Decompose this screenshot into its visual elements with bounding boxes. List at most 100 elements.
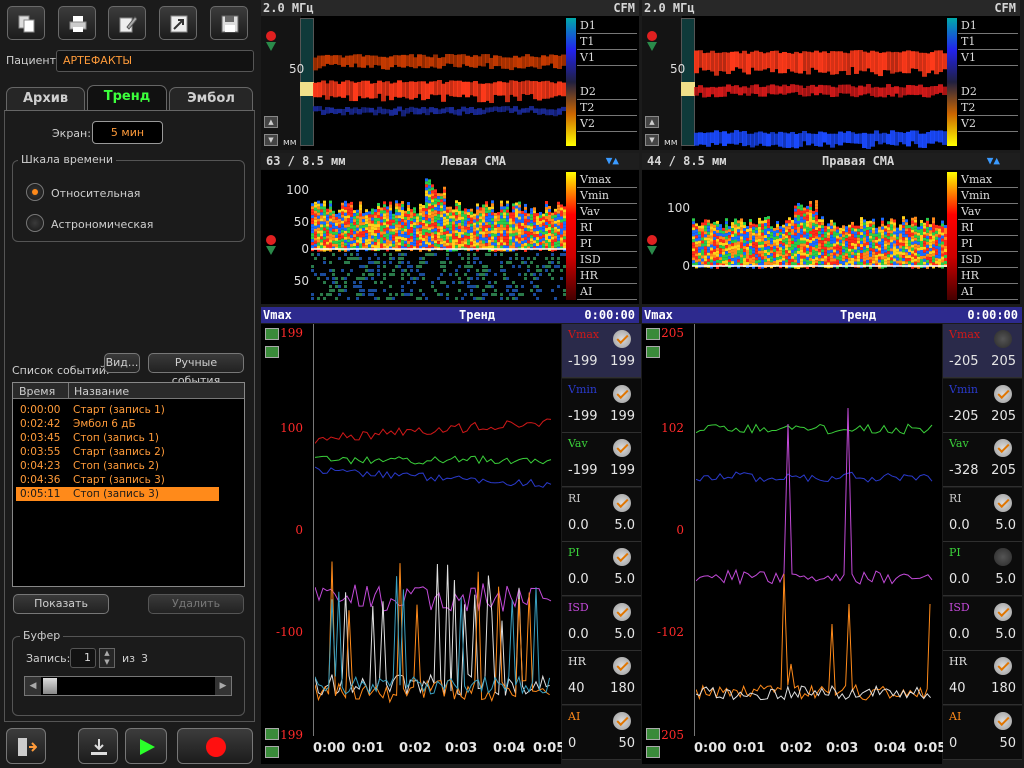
depth-down-button[interactable]: ▼: [645, 134, 659, 146]
param-tile[interactable]: Vmin -205 205: [943, 378, 1022, 433]
param-checkbox[interactable]: [613, 657, 631, 675]
param-checkbox[interactable]: [613, 602, 631, 621]
buffer-scrollbar[interactable]: ◀ ▶: [24, 676, 232, 696]
depth-gate-marker[interactable]: [681, 82, 695, 96]
spectrum-tick: 0: [301, 242, 309, 256]
param-checkbox[interactable]: [613, 548, 631, 566]
param-tile[interactable]: PI 0.0 5.0: [943, 542, 1022, 596]
plot-scale-button[interactable]: [265, 346, 279, 358]
play-button[interactable]: [125, 728, 167, 764]
show-button[interactable]: Показать: [13, 594, 109, 614]
export-button[interactable]: [159, 6, 197, 40]
edit-button[interactable]: [108, 6, 146, 40]
param-tile[interactable]: Vav -199 199: [562, 433, 641, 487]
param-checkbox[interactable]: [613, 384, 631, 403]
exit-button[interactable]: [6, 728, 46, 764]
record-field[interactable]: 1: [70, 648, 96, 668]
download-button[interactable]: [78, 728, 118, 764]
plot-scale-button[interactable]: [646, 346, 660, 358]
param-tile[interactable]: RI 0.0 5.0: [943, 487, 1022, 542]
param-checkbox[interactable]: [994, 330, 1012, 348]
depth-down-button[interactable]: ▼: [264, 134, 278, 146]
plot-scale-button[interactable]: [265, 328, 279, 340]
param-checkbox[interactable]: [994, 493, 1012, 512]
plot-scale-button[interactable]: [646, 728, 660, 740]
view-button[interactable]: Вид...: [104, 353, 140, 373]
param-tile[interactable]: ISD 0.0 5.0: [943, 596, 1022, 651]
plot-scale-button[interactable]: [646, 746, 660, 758]
print-button[interactable]: [58, 6, 96, 40]
list-item[interactable]: 0:04:23 Стоп (запись 2): [16, 459, 219, 473]
param-checkbox[interactable]: [613, 493, 631, 512]
copy-button[interactable]: [7, 6, 45, 40]
param-tile[interactable]: Vmin -199 199: [562, 378, 641, 433]
param-checkbox[interactable]: [613, 439, 631, 457]
param-checkbox[interactable]: [994, 384, 1012, 403]
depth-gate-marker[interactable]: [300, 82, 314, 96]
event-name: Старт (запись 1): [73, 404, 165, 416]
param-tile[interactable]: AI 0 50: [943, 705, 1022, 760]
list-item[interactable]: 0:05:11 Стоп (запись 3): [16, 487, 219, 501]
param-checkbox[interactable]: [994, 657, 1012, 675]
param-tile[interactable]: Vmax -205 205: [943, 324, 1022, 378]
copy-icon: [18, 15, 35, 33]
trend-lines: [696, 407, 933, 701]
param-checkbox[interactable]: [613, 711, 631, 730]
patient-field[interactable]: АРТЕФАКТЫ: [56, 50, 254, 72]
list-item[interactable]: 0:03:55 Старт (запись 2): [16, 445, 219, 459]
record-button[interactable]: [177, 728, 253, 764]
print-icon: [69, 16, 87, 32]
event-name: Старт (запись 2): [73, 446, 165, 458]
param-tile[interactable]: Vav -328 205: [943, 433, 1022, 487]
param-tile[interactable]: RI 0.0 5.0: [562, 487, 641, 542]
param-name: Vmax: [949, 328, 981, 341]
param-checkbox[interactable]: [994, 439, 1012, 457]
list-item[interactable]: 0:03:45 Стоп (запись 1): [16, 431, 219, 445]
scale-arrows-icon[interactable]: ▼▲: [986, 154, 1000, 167]
list-item[interactable]: 0:02:42 Эмбол 6 дБ: [16, 417, 219, 431]
probe-icon: [645, 30, 659, 52]
tab-archive[interactable]: Архив: [6, 87, 85, 111]
param-min: 40: [568, 681, 585, 696]
param-tile[interactable]: AI 0 50: [562, 705, 641, 760]
param-tile[interactable]: HR 40 180: [562, 651, 641, 705]
scroll-right-icon[interactable]: ▶: [215, 677, 231, 695]
save-button[interactable]: [210, 6, 248, 40]
gate-label: T2: [958, 100, 1018, 116]
event-name: Стоп (запись 1): [73, 432, 159, 444]
timescale-group-label: Шкала времени: [18, 153, 117, 166]
list-item[interactable]: 0:00:00 Старт (запись 1): [16, 403, 219, 417]
depth-up-button[interactable]: ▲: [264, 116, 278, 128]
param-checkbox[interactable]: [994, 548, 1012, 566]
param-tile[interactable]: PI 0.0 5.0: [562, 542, 641, 596]
scroll-thumb[interactable]: [43, 678, 57, 694]
param-checkbox[interactable]: [613, 330, 631, 348]
param-tile[interactable]: ISD 0.0 5.0: [562, 596, 641, 651]
plot-scale-button[interactable]: [265, 728, 279, 740]
depth-up-button[interactable]: ▲: [645, 116, 659, 128]
record-spinner[interactable]: ▲ ▼: [99, 648, 115, 668]
param-max: 199: [610, 463, 635, 478]
param-tile[interactable]: Vmax -199 199: [562, 324, 641, 378]
manual-events-button[interactable]: Ручные события: [148, 353, 244, 387]
scale-arrows-icon[interactable]: ▼▲: [605, 154, 619, 167]
param-checkbox[interactable]: [994, 602, 1012, 621]
param-checkbox[interactable]: [994, 711, 1012, 730]
delete-button[interactable]: Удалить: [148, 594, 244, 614]
radio-relative-label: Относительная: [51, 187, 141, 200]
plot-scale-button[interactable]: [265, 746, 279, 758]
radio-astronomical[interactable]: [26, 214, 44, 232]
param-tile[interactable]: HR 40 180: [943, 651, 1022, 705]
tab-embol[interactable]: Эмбол: [169, 87, 253, 111]
screen-duration-field[interactable]: 5 мин: [92, 121, 163, 144]
scroll-left-icon[interactable]: ◀: [25, 677, 41, 695]
event-time: 0:03:45: [20, 432, 61, 444]
param-name: Vmin: [949, 382, 978, 396]
list-item[interactable]: 0:04:36 Старт (запись 3): [16, 473, 219, 487]
tab-trend[interactable]: Тренд: [87, 85, 167, 111]
spectrum-view: 100 50 0 50 Vmax Vmin Vav RI PI ISD HR AI: [261, 170, 639, 304]
y-tick-label: -100: [276, 625, 303, 639]
param-max: 199: [610, 354, 635, 369]
radio-relative[interactable]: [26, 183, 44, 201]
plot-scale-button[interactable]: [646, 328, 660, 340]
